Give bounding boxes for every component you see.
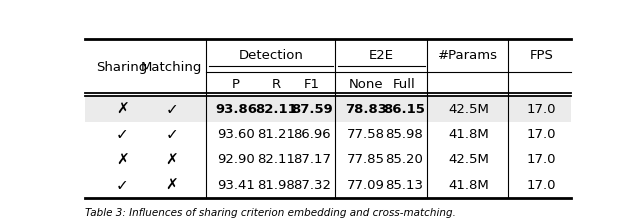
Text: F1: F1 xyxy=(304,78,320,91)
Text: 87.32: 87.32 xyxy=(293,179,331,192)
Text: 93.41: 93.41 xyxy=(218,179,255,192)
Text: Sharing: Sharing xyxy=(97,61,148,74)
Text: 77.85: 77.85 xyxy=(347,153,385,166)
Text: 86.96: 86.96 xyxy=(293,128,331,141)
Text: 87.59: 87.59 xyxy=(291,103,333,116)
Text: ✗: ✗ xyxy=(116,153,129,167)
Text: ✓: ✓ xyxy=(116,127,129,142)
Text: 77.58: 77.58 xyxy=(347,128,385,141)
Text: 41.8M: 41.8M xyxy=(448,179,489,192)
Bar xyxy=(85,97,571,122)
Text: Matching: Matching xyxy=(141,61,202,74)
Text: Table 3: Influences of sharing criterion embedding and cross-matching.: Table 3: Influences of sharing criterion… xyxy=(85,208,456,218)
Text: 85.13: 85.13 xyxy=(385,179,423,192)
Text: 42.5M: 42.5M xyxy=(448,153,489,166)
Text: 93.60: 93.60 xyxy=(218,128,255,141)
Text: 17.0: 17.0 xyxy=(527,128,556,141)
Text: 41.8M: 41.8M xyxy=(448,128,489,141)
Text: 92.90: 92.90 xyxy=(218,153,255,166)
Text: 93.86: 93.86 xyxy=(215,103,257,116)
Text: 42.5M: 42.5M xyxy=(448,103,489,116)
Text: ✓: ✓ xyxy=(165,127,178,142)
Text: ✗: ✗ xyxy=(165,153,178,167)
Text: ✗: ✗ xyxy=(116,102,129,117)
Text: None: None xyxy=(348,78,383,91)
Text: 82.11: 82.11 xyxy=(257,153,295,166)
Text: Full: Full xyxy=(392,78,415,91)
Text: 78.83: 78.83 xyxy=(345,103,387,116)
Text: R: R xyxy=(271,78,280,91)
Text: P: P xyxy=(232,78,240,91)
Text: 81.21: 81.21 xyxy=(257,128,295,141)
Text: FPS: FPS xyxy=(529,49,553,62)
Text: 86.15: 86.15 xyxy=(383,103,425,116)
Text: Detection: Detection xyxy=(239,49,303,62)
Text: 85.20: 85.20 xyxy=(385,153,423,166)
Text: E2E: E2E xyxy=(369,49,394,62)
Text: 17.0: 17.0 xyxy=(527,103,556,116)
Text: 17.0: 17.0 xyxy=(527,153,556,166)
Text: 17.0: 17.0 xyxy=(527,179,556,192)
Text: ✓: ✓ xyxy=(165,102,178,117)
Text: 81.98: 81.98 xyxy=(257,179,295,192)
Text: #Params: #Params xyxy=(438,49,499,62)
Text: 82.11: 82.11 xyxy=(255,103,297,116)
Text: 85.98: 85.98 xyxy=(385,128,423,141)
Text: 87.17: 87.17 xyxy=(293,153,331,166)
Text: ✗: ✗ xyxy=(165,178,178,193)
Text: 77.09: 77.09 xyxy=(347,179,385,192)
Text: ✓: ✓ xyxy=(116,178,129,193)
